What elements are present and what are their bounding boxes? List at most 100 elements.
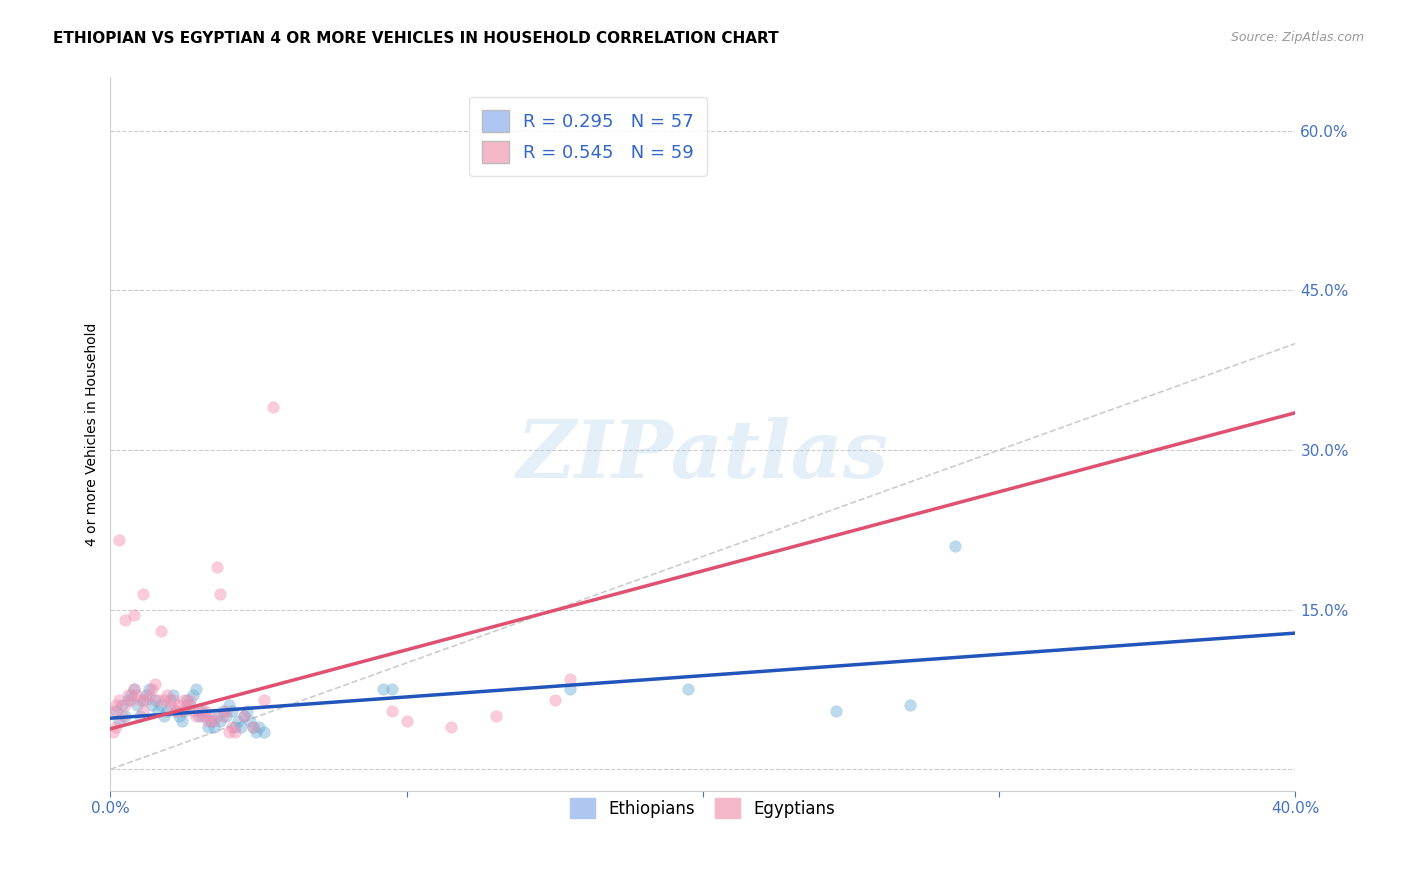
Point	[239, 714, 262, 729]
Point	[135, 688, 157, 702]
Point	[224, 720, 246, 734]
Point	[176, 693, 198, 707]
Point	[194, 704, 217, 718]
Point	[235, 704, 257, 718]
Point	[159, 693, 181, 707]
Point	[120, 693, 142, 707]
Point	[200, 714, 222, 729]
Point	[162, 688, 184, 702]
Point	[221, 704, 243, 718]
Point	[149, 624, 172, 638]
Point	[208, 587, 231, 601]
Point	[253, 693, 276, 707]
Point	[191, 709, 214, 723]
Point	[186, 682, 208, 697]
Point	[247, 720, 270, 734]
Point	[208, 714, 231, 729]
Point	[152, 709, 174, 723]
Point	[224, 725, 246, 739]
Point	[205, 709, 228, 723]
Point	[103, 725, 125, 739]
Point	[125, 698, 148, 713]
Point	[114, 709, 136, 723]
Point	[558, 682, 581, 697]
Point	[122, 682, 145, 697]
Point	[544, 693, 567, 707]
Point	[105, 720, 128, 734]
Point	[108, 714, 131, 729]
Point	[218, 698, 240, 713]
Point	[146, 704, 169, 718]
Point	[183, 704, 205, 718]
Point	[232, 709, 254, 723]
Point	[125, 688, 148, 702]
Point	[135, 693, 157, 707]
Point	[159, 698, 181, 713]
Text: ZIPatlas: ZIPatlas	[517, 417, 889, 494]
Point	[129, 693, 152, 707]
Point	[202, 714, 225, 729]
Point	[197, 720, 219, 734]
Point	[117, 693, 139, 707]
Point	[194, 709, 217, 723]
Point	[143, 693, 166, 707]
Point	[156, 704, 179, 718]
Point	[141, 682, 163, 697]
Point	[167, 709, 190, 723]
Point	[226, 714, 249, 729]
Point	[229, 720, 252, 734]
Y-axis label: 4 or more Vehicles in Household: 4 or more Vehicles in Household	[86, 322, 100, 546]
Text: Source: ZipAtlas.com: Source: ZipAtlas.com	[1230, 31, 1364, 45]
Point	[202, 720, 225, 734]
Point	[170, 704, 193, 718]
Point	[186, 709, 208, 723]
Point	[138, 682, 160, 697]
Point	[183, 688, 205, 702]
Point	[111, 709, 134, 723]
Point	[105, 704, 128, 718]
Legend: Ethiopians, Egyptians: Ethiopians, Egyptians	[564, 791, 842, 825]
Text: ETHIOPIAN VS EGYPTIAN 4 OR MORE VEHICLES IN HOUSEHOLD CORRELATION CHART: ETHIOPIAN VS EGYPTIAN 4 OR MORE VEHICLES…	[53, 31, 779, 46]
Point	[215, 704, 238, 718]
Point	[205, 560, 228, 574]
Point	[245, 725, 267, 739]
Point	[188, 704, 211, 718]
Point	[146, 693, 169, 707]
Point	[156, 688, 179, 702]
Point	[149, 698, 172, 713]
Point	[117, 688, 139, 702]
Point	[179, 698, 201, 713]
Point	[122, 607, 145, 622]
Point	[152, 693, 174, 707]
Point	[212, 704, 235, 718]
Point	[218, 725, 240, 739]
Point	[122, 682, 145, 697]
Point	[114, 613, 136, 627]
Point	[162, 693, 184, 707]
Point	[232, 709, 254, 723]
Point	[381, 704, 404, 718]
Point	[242, 720, 264, 734]
Point	[108, 533, 131, 548]
Point	[132, 587, 155, 601]
Point	[262, 401, 284, 415]
Point	[108, 693, 131, 707]
Point	[440, 720, 463, 734]
Point	[173, 704, 195, 718]
Point	[825, 704, 848, 718]
Point	[381, 682, 404, 697]
Point	[371, 682, 394, 697]
Point	[212, 709, 235, 723]
Point	[558, 672, 581, 686]
Point	[191, 704, 214, 718]
Point	[253, 725, 276, 739]
Point	[197, 714, 219, 729]
Point	[188, 709, 211, 723]
Point	[898, 698, 921, 713]
Point	[132, 693, 155, 707]
Point	[484, 709, 506, 723]
Point	[143, 677, 166, 691]
Point	[165, 704, 187, 718]
Point	[676, 682, 699, 697]
Point	[170, 714, 193, 729]
